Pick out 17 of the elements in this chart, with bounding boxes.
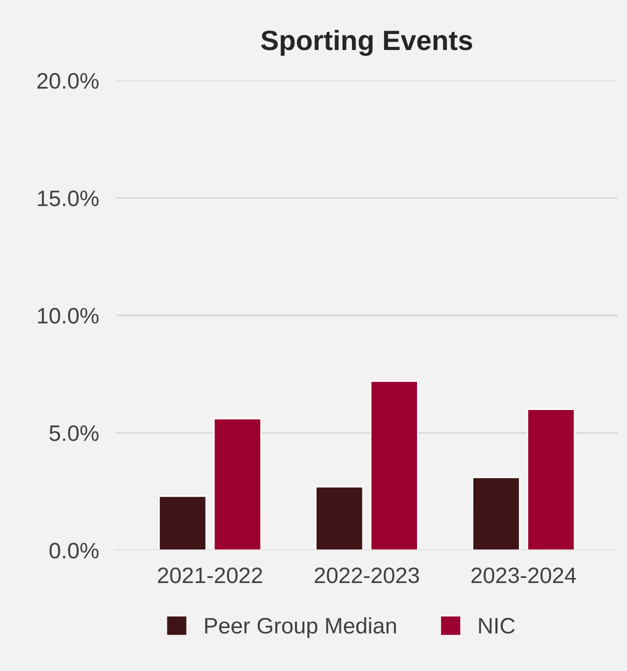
y-tick-label: 5.0%: [50, 425, 99, 442]
bar: [315, 486, 364, 550]
bar: [158, 496, 207, 550]
y-tick-label: 15.0%: [38, 190, 99, 206]
bar: [370, 380, 418, 550]
x-tick-label: 2023-2024: [472, 567, 576, 584]
y-tick-label: 20.0%: [37, 73, 99, 89]
bar: [526, 408, 576, 550]
x-tick-label: 2022-2023: [314, 567, 419, 584]
y-tick-label: 10.0%: [38, 308, 99, 324]
y-tick-label: 0.0%: [50, 542, 99, 558]
legend-label: Peer Group Median: [205, 617, 396, 638]
legend-label: NIC: [479, 618, 515, 634]
bar: [472, 476, 520, 550]
bar: [213, 418, 262, 550]
chart-title: Sporting Events: [261, 30, 472, 56]
x-tick-label: 2021-2022: [158, 567, 262, 584]
